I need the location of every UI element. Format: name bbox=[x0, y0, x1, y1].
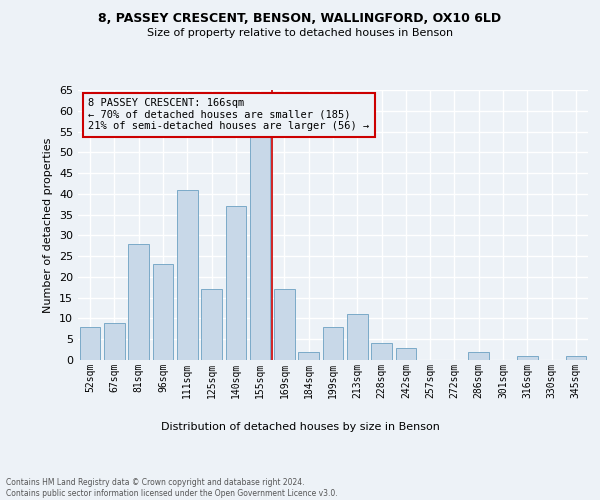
Y-axis label: Number of detached properties: Number of detached properties bbox=[43, 138, 53, 312]
Bar bbox=[177, 190, 197, 360]
Bar bbox=[566, 356, 586, 360]
Bar bbox=[152, 264, 173, 360]
Bar bbox=[201, 290, 222, 360]
Text: 8, PASSEY CRESCENT, BENSON, WALLINGFORD, OX10 6LD: 8, PASSEY CRESCENT, BENSON, WALLINGFORD,… bbox=[98, 12, 502, 26]
Bar bbox=[517, 356, 538, 360]
Bar bbox=[323, 327, 343, 360]
Bar bbox=[395, 348, 416, 360]
Bar bbox=[250, 136, 271, 360]
Bar bbox=[226, 206, 246, 360]
Bar bbox=[274, 290, 295, 360]
Bar bbox=[298, 352, 319, 360]
Text: Size of property relative to detached houses in Benson: Size of property relative to detached ho… bbox=[147, 28, 453, 38]
Bar bbox=[347, 314, 368, 360]
Text: Contains HM Land Registry data © Crown copyright and database right 2024.
Contai: Contains HM Land Registry data © Crown c… bbox=[6, 478, 338, 498]
Bar bbox=[469, 352, 489, 360]
Bar bbox=[128, 244, 149, 360]
Text: Distribution of detached houses by size in Benson: Distribution of detached houses by size … bbox=[161, 422, 439, 432]
Bar bbox=[371, 344, 392, 360]
Bar bbox=[80, 327, 100, 360]
Bar bbox=[104, 322, 125, 360]
Text: 8 PASSEY CRESCENT: 166sqm
← 70% of detached houses are smaller (185)
21% of semi: 8 PASSEY CRESCENT: 166sqm ← 70% of detac… bbox=[88, 98, 370, 132]
